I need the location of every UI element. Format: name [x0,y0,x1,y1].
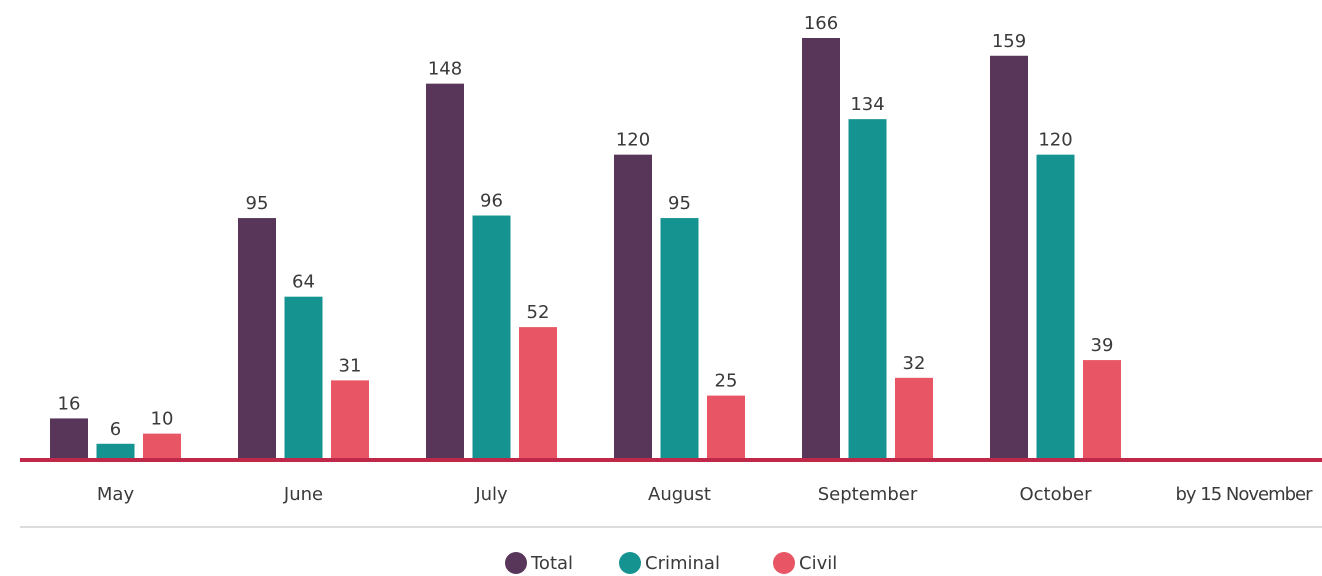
x-tick-label: August [648,484,711,505]
bar [50,418,88,459]
value-label: 31 [339,355,362,376]
x-tick-label: May [97,484,135,505]
value-label: 96 [480,191,503,212]
bar [1036,154,1075,459]
bar [143,433,181,459]
legend-marker [619,552,641,574]
legend-label: Civil [799,553,837,574]
x-tick-label: by 15 November [1175,484,1313,505]
bar [614,154,652,459]
value-label: 64 [292,272,315,293]
bar [96,443,135,459]
value-label: 95 [246,193,269,214]
value-label: 120 [1038,130,1072,151]
value-label: 134 [850,94,884,115]
bar [707,395,745,459]
bar [1083,360,1121,459]
bar [519,327,557,459]
value-label: 10 [151,409,174,430]
bar [426,83,464,459]
legend-label: Total [530,553,573,574]
value-label: 166 [804,13,838,34]
x-tick-label: June [283,484,323,505]
value-label: 120 [616,130,650,151]
value-label: 95 [668,193,691,214]
bar [802,38,840,459]
legend-marker [773,552,795,574]
value-label: 32 [903,353,926,374]
legend-marker [505,552,527,574]
value-label: 6 [110,419,121,440]
legend-label: Criminal [645,553,720,574]
value-label: 16 [58,393,81,414]
value-label: 39 [1091,335,1114,356]
x-tick-label: October [1019,484,1092,505]
value-label: 52 [527,302,550,323]
bar [990,55,1028,459]
bar [848,119,887,460]
value-label: 148 [428,59,462,80]
bar [284,296,323,459]
value-label: 159 [992,31,1026,52]
bar [895,377,933,459]
value-label: 25 [715,371,738,392]
bar [331,380,369,459]
bar [660,218,699,459]
bar [238,218,276,459]
x-tick-label: September [818,484,918,505]
bar [472,215,511,459]
x-tick-label: July [474,484,508,505]
